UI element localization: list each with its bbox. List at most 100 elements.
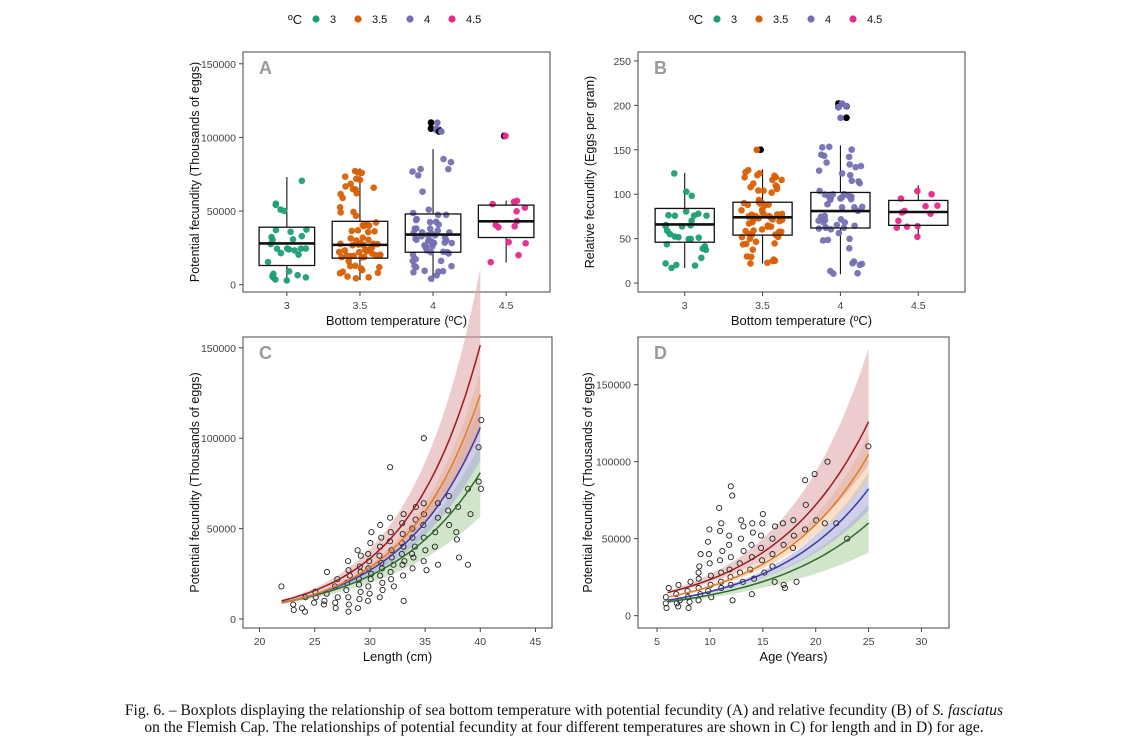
data-point [343,586,350,594]
data-point [339,268,347,276]
data-point [409,209,417,217]
data-point [510,198,518,206]
data-point [663,604,670,612]
x-tick-label: 5 [654,636,660,648]
data-point [813,517,820,524]
data-point [716,527,724,535]
legend-swatch-3.5 [354,15,362,23]
data-point [342,183,349,190]
data-point [294,271,301,279]
confidence-band-3 [667,504,869,603]
data-point [903,223,911,230]
outlier-jitter-point [438,128,445,135]
data-point [740,547,747,555]
data-point [377,572,384,579]
data-point [739,241,747,248]
data-point [409,168,416,175]
data-point [729,492,736,499]
data-point [366,590,373,597]
data-point [377,521,384,529]
y-tick-label: 200 [613,100,631,112]
data-point [771,240,778,247]
data-point [376,252,383,259]
data-point [387,529,394,536]
data-point [341,173,349,180]
y-tick-label: 50 [619,234,631,246]
y-tick-label: 150000 [201,59,236,71]
data-point [437,257,445,265]
y-axis-label: Potential fecundity (Thousands of eggs) [581,372,595,592]
y-axis-label: Potential fecundity (Thousands of eggs) [188,372,202,592]
data-point [345,558,352,565]
data-point [453,536,460,543]
data-point [361,246,369,253]
fit-curve-3 [281,472,481,604]
data-point [387,464,394,471]
data-point [790,517,797,524]
data-point [716,504,723,511]
data-point [453,529,460,536]
figure: ºC 3 3.5 4 4.5 ºC 3 3.5 4 4.5 A05000010000015000… [188,12,966,664]
fit-curve-4 [667,488,870,602]
data-point [321,597,328,604]
data-point [856,179,863,187]
data-point [741,174,748,181]
data-point [827,225,835,233]
data-point [365,274,372,281]
data-point [695,575,702,582]
data-point [412,263,420,271]
data-point [345,567,352,574]
data-point [852,163,859,171]
data-point [412,255,419,263]
y-tick-label: 50000 [602,534,631,546]
data-point [434,211,442,219]
data-point [802,501,809,508]
data-point [400,572,407,579]
data-point [495,223,502,231]
data-point [291,247,298,254]
fit-curve-4.5 [281,344,482,602]
data-point [428,239,436,246]
data-point [934,202,941,210]
data-point [421,267,428,275]
data-point [349,185,357,193]
data-point [759,511,766,518]
plot-border [242,51,551,293]
x-tick-label: 40 [474,636,486,648]
data-point [744,201,752,209]
data-point [354,547,361,554]
data-point [290,601,297,608]
data-point [778,210,786,218]
box [732,201,793,236]
data-point [435,221,442,228]
data-point [758,226,766,233]
y-tick-label: 150000 [596,380,631,392]
data-point [703,212,710,219]
y-tick-label: 50000 [207,524,236,536]
data-point [687,235,695,243]
data-point [747,260,754,267]
legend-label-3: 3 [731,14,737,26]
data-point [401,558,408,565]
data-point [419,188,426,195]
data-point [409,525,416,532]
data-point [431,543,438,550]
data-point [922,202,929,210]
data-point [743,253,751,260]
data-point [665,584,672,592]
x-tick-label: 3.5 [353,300,368,312]
data-point [412,216,420,224]
data-point [378,534,385,541]
data-point [376,594,383,601]
data-point [365,550,372,557]
data-point [675,581,682,588]
data-point [376,263,383,271]
data-point [695,234,703,242]
data-point [360,253,368,261]
data-point [420,511,427,518]
data-point [682,188,690,195]
y-axis-label: Relative fecundity (Eggs per gram) [583,76,597,268]
outlier-jitter-point [837,114,844,122]
data-point [442,211,450,219]
